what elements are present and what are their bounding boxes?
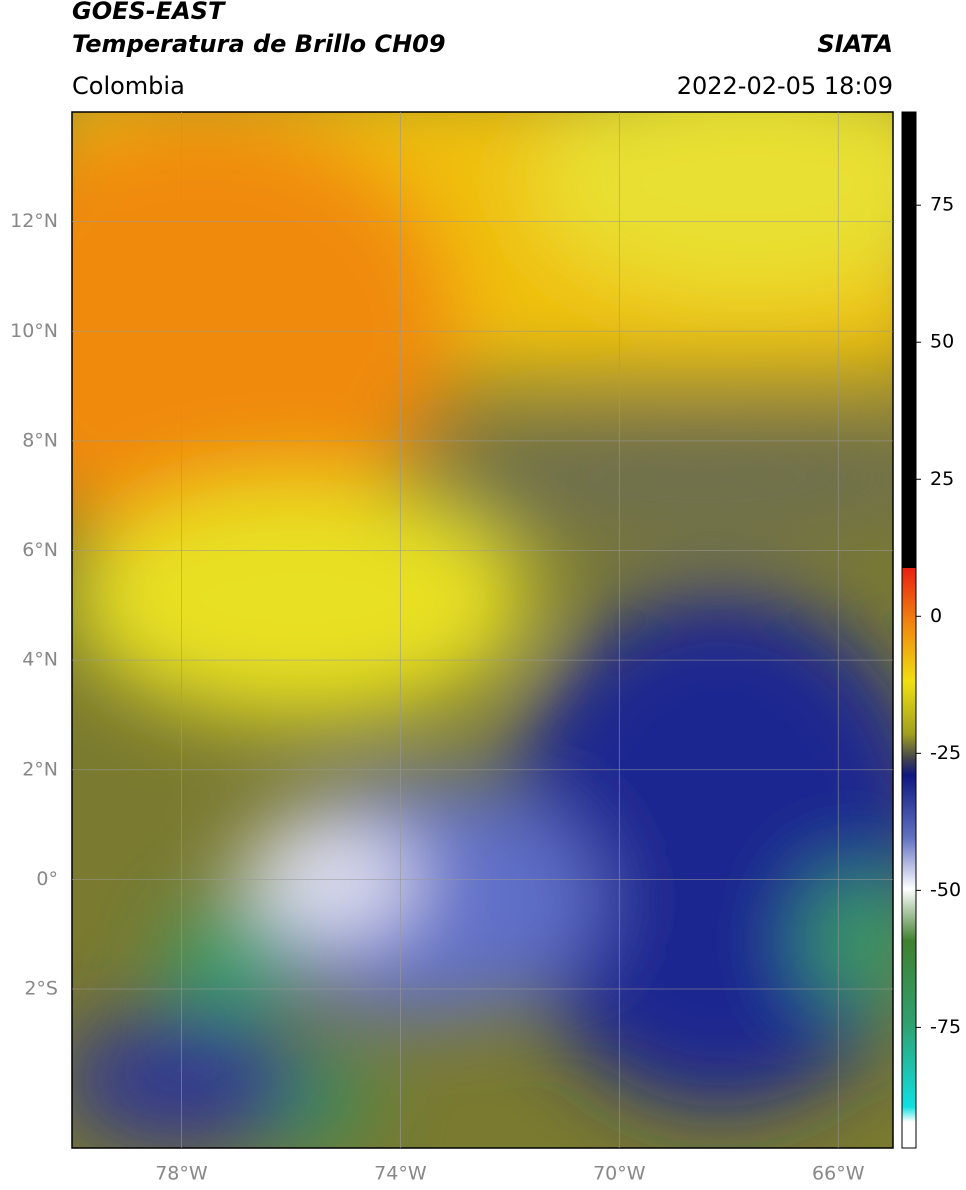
lat-tick-label: 8°N — [22, 429, 58, 451]
colorbar-tick-label: -75 — [930, 1016, 961, 1038]
colorbar-tick-label: 75 — [930, 194, 954, 216]
lat-tick-label: 0° — [36, 868, 58, 890]
lon-tick-label: 78°W — [155, 1163, 208, 1185]
colorbar-tick-label: 0 — [930, 605, 942, 627]
colorbar-tick-label: 25 — [930, 468, 954, 490]
satellite-image — [72, 112, 893, 1148]
colorbar-tick-label: 50 — [930, 331, 954, 353]
source: SIATA — [817, 30, 893, 58]
title: GOES-EAST — [72, 0, 226, 25]
lon-tick-label: 74°W — [374, 1163, 427, 1185]
lat-tick-label: 2°S — [24, 978, 58, 1000]
lat-tick-label: 10°N — [10, 320, 58, 342]
subtitle: Temperatura de Brillo CH09 — [72, 30, 446, 58]
map-frame — [71, 111, 894, 1149]
lat-tick-label: 12°N — [10, 210, 58, 232]
lon-tick-label: 66°W — [812, 1163, 865, 1185]
lon-tick-label: 70°W — [593, 1163, 646, 1185]
colorbar — [901, 111, 917, 1149]
lat-tick-label: 2°N — [22, 758, 58, 780]
colorbar-tick-label: -50 — [930, 879, 961, 901]
colorbar-tick-label: -25 — [930, 742, 961, 764]
lat-tick-label: 6°N — [22, 539, 58, 561]
lat-tick-label: 4°N — [22, 649, 58, 671]
region: Colombia — [72, 72, 185, 100]
datetime: 2022-02-05 18:09 — [677, 72, 893, 100]
